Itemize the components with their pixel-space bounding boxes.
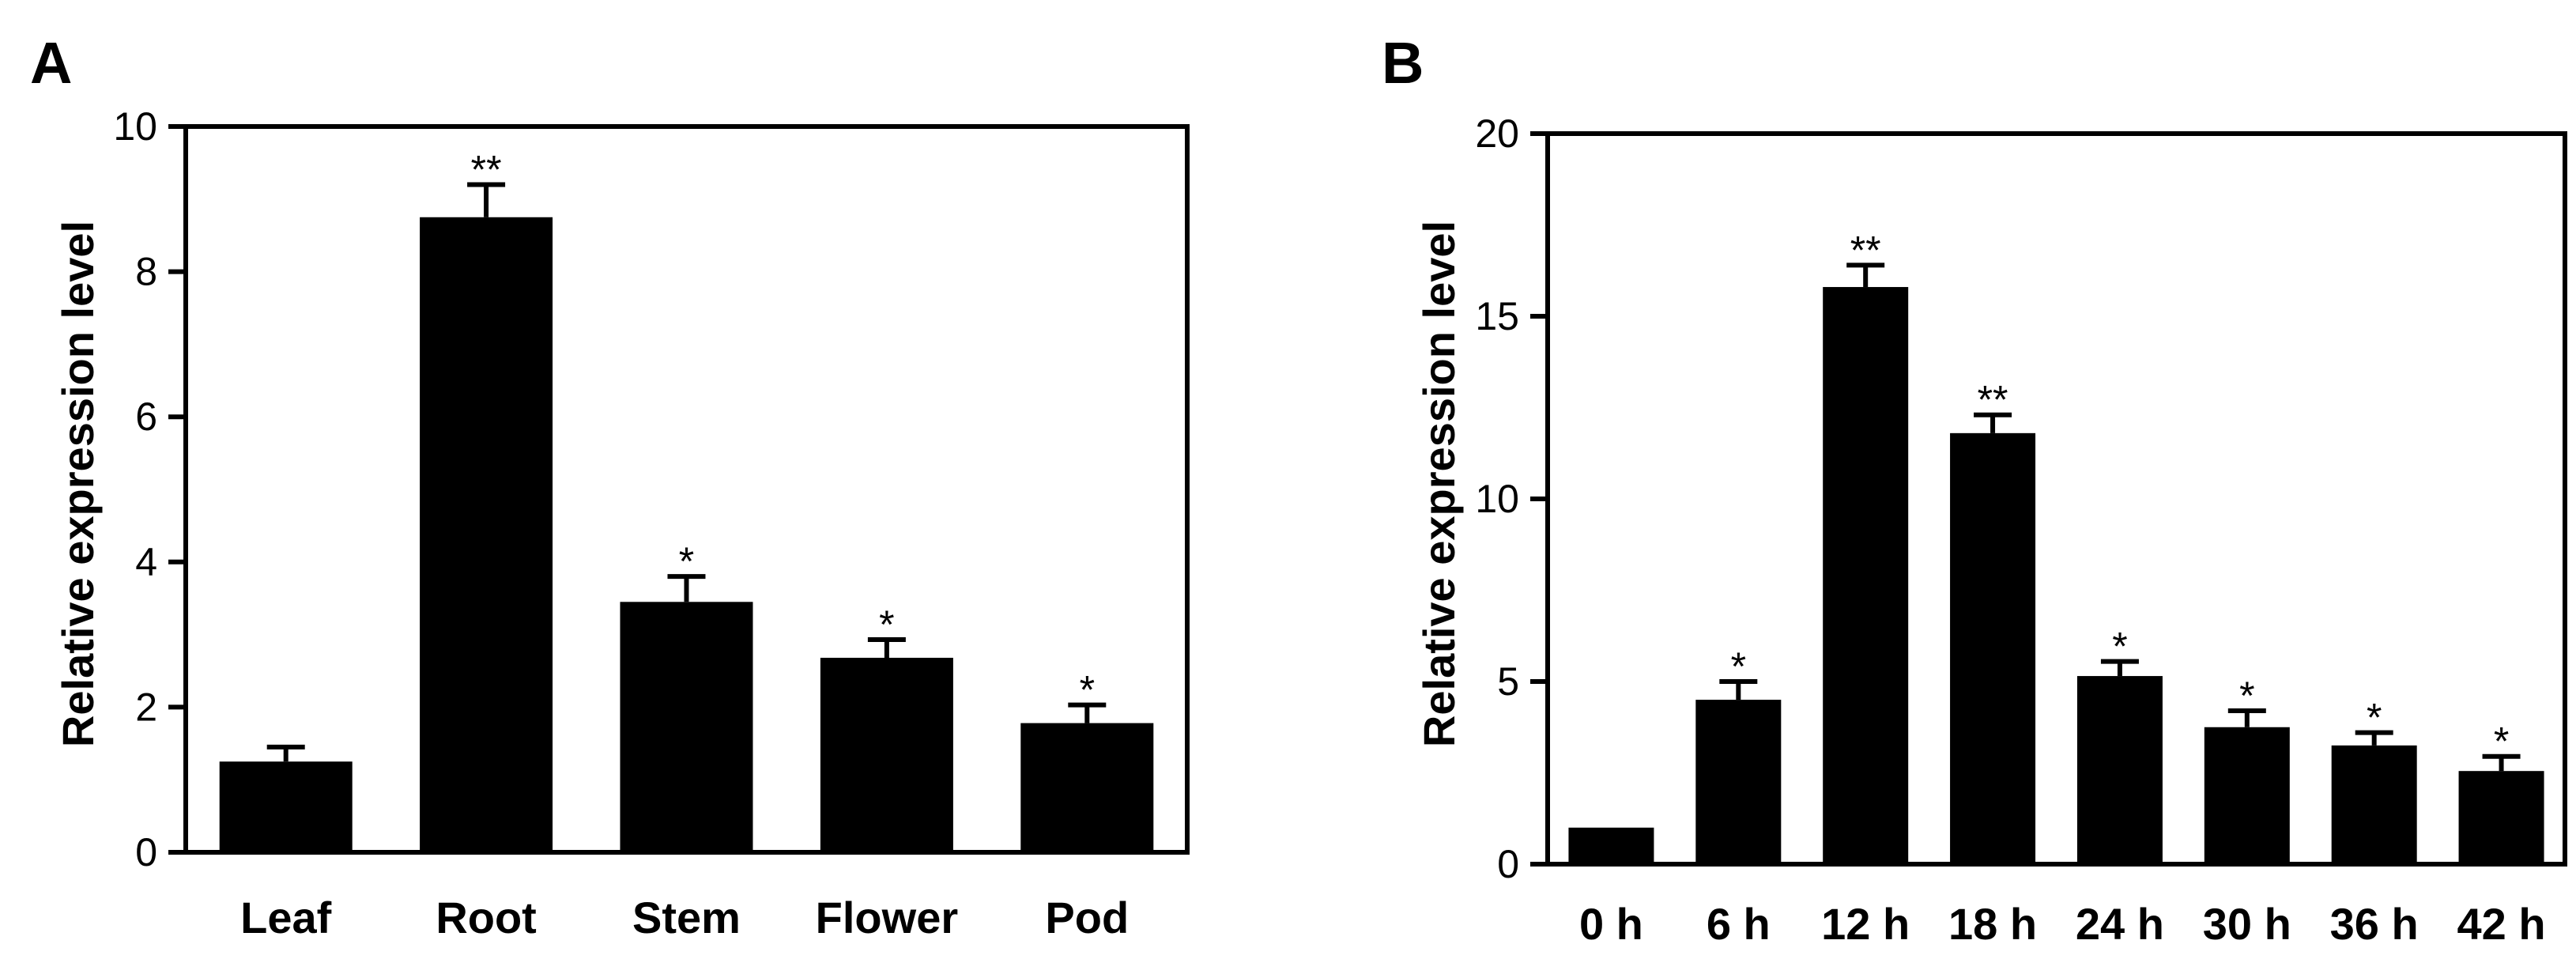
panel-a-y-tick-label: 10 (113, 104, 157, 149)
panel-b-bar (1823, 287, 1909, 864)
panel-a-x-tick-labels: Leaf Root Stem Flower Pod (240, 893, 1129, 942)
panel-b-bar (2204, 727, 2290, 864)
panel-a-y-tick-label: 6 (135, 395, 157, 439)
panel-a-bar (820, 657, 953, 852)
panel-b-error-bar (1974, 412, 2012, 433)
panel-a-y-tick-label: 8 (135, 250, 157, 294)
panel-b-significance-label: * (2239, 674, 2254, 718)
panel-a-y-tick-label: 2 (135, 685, 157, 729)
panel-a-error-bar (1068, 702, 1107, 723)
panel-b-error-bar (2227, 708, 2266, 727)
panel-b-x-tick-label: 18 h (1948, 899, 2037, 949)
panel-b-y-tick-label: 5 (1497, 659, 1519, 704)
panel-a-x-tick-label: Flower (816, 893, 958, 942)
panel-b-x-tick-labels: 0 h 6 h 12 h 18 h 24 h 30 h 36 h 42 h (1579, 899, 2546, 949)
panel-b-x-tick-label: 12 h (1821, 899, 1910, 949)
panel-b-y-tick-label: 10 (1475, 477, 1519, 521)
panel-a-bar (1020, 723, 1154, 852)
panel-b-x-tick-label: 42 h (2457, 899, 2546, 949)
panel-a-bars: ***** (219, 147, 1154, 852)
panel-b-x-tick-label: 36 h (2330, 899, 2419, 949)
panel-b-significance-label: * (1731, 644, 1746, 689)
panel-b-axes (1545, 131, 2567, 867)
panel-a-axes (183, 124, 1190, 855)
panel-b-y-tick-label: 0 (1497, 842, 1519, 886)
panel-b-error-bar (2100, 659, 2139, 677)
panel-b-bar (2076, 676, 2163, 864)
panel-b-x-tick-label: 6 h (1707, 899, 1771, 949)
panel-b-letter: B (1382, 30, 1424, 96)
panel-a-bar (420, 217, 553, 852)
panel-b-bars: ******* ** (1568, 228, 2544, 864)
panel-a-error-bar (467, 182, 506, 217)
panel-b-bar (1568, 827, 1654, 864)
panel-b-x-tick-label: 24 h (2076, 899, 2164, 949)
panel-b-ylabel: Relative expression level (1414, 221, 1464, 747)
panel-a-x-tick-label: Leaf (240, 893, 331, 942)
panel-a-ylabel: Relative expression level (53, 221, 103, 747)
panel-a-y-tick-label: 4 (135, 540, 157, 584)
panel-b-bar (2331, 745, 2417, 864)
panel-b-y-ticks: 0 5 10 15 20 (1475, 111, 1548, 886)
panel-b-y-tick-label: 15 (1475, 294, 1519, 338)
panel-b-y-tick-label: 20 (1475, 111, 1519, 156)
panel-b-x-tick-label: 0 h (1579, 899, 1643, 949)
panel-a-bar (620, 602, 753, 852)
panel-b-error-bar (2355, 730, 2393, 746)
panel-b-significance-label: ** (1850, 228, 1881, 272)
panel-b-error-bar (1719, 679, 1758, 700)
panel-a-error-bar (266, 744, 305, 762)
panel-a-significance-label: * (1080, 668, 1095, 712)
panel-a-significance-label: * (679, 539, 694, 583)
panel-a-y-ticks: 0 2 4 6 8 10 (113, 104, 186, 874)
panel-a-bar (219, 761, 353, 852)
panel-b-error-bar (2482, 753, 2521, 772)
panel-b-error-bar (1846, 262, 1885, 288)
panel-b-bar (1695, 700, 1782, 864)
panel-b-significance-label: * (2367, 696, 2382, 740)
panel-a-x-tick-label: Root (436, 893, 537, 942)
panel-a-y-tick-label: 0 (135, 830, 157, 874)
panel-b-significance-label: * (2112, 625, 2127, 669)
panel-b-significance-label: ** (1978, 378, 2008, 422)
panel-a-x-tick-label: Pod (1045, 893, 1129, 942)
panel-a-error-bar (667, 574, 706, 602)
panel-a-error-bar (867, 637, 906, 658)
panel-a-x-tick-label: Stem (632, 893, 741, 942)
panel-b-bar (2458, 771, 2544, 864)
panel-b-bar (1950, 432, 2036, 864)
panel-a-significance-label: * (879, 602, 894, 647)
panel-a-significance-label: ** (471, 147, 502, 191)
panel-a-letter: A (30, 30, 72, 96)
panel-b-significance-label: * (2494, 719, 2509, 764)
panel-b-x-tick-label: 30 h (2203, 899, 2291, 949)
